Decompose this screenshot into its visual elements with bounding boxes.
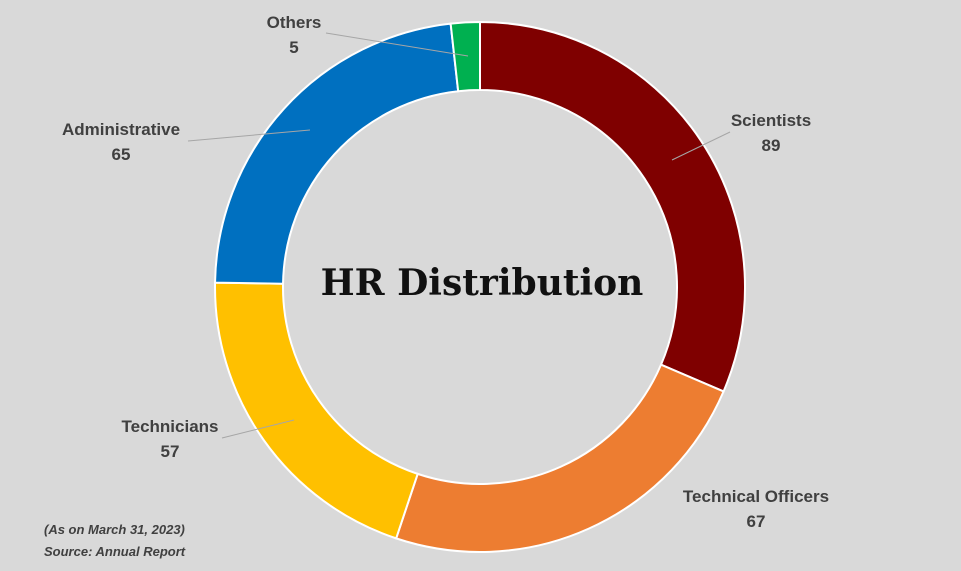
leader-line-administrative	[187, 129, 311, 142]
label-category-technicians: Technicians	[122, 417, 219, 436]
slice-scientists	[479, 20, 747, 393]
label-value-technicians: 57	[161, 442, 180, 461]
leader-line-technicians	[221, 419, 295, 439]
label-value-administrative: 65	[112, 145, 131, 164]
label-category-technical-officers: Technical Officers	[683, 487, 829, 506]
label-category-scientists: Scientists	[731, 111, 811, 130]
data-labels: Scientists 89 Technical Officers 67 Technici…	[62, 13, 829, 531]
donut-slices	[214, 20, 747, 553]
label-value-technical-officers: 67	[747, 512, 766, 531]
label-category-others: Others	[267, 13, 322, 32]
leader-line-scientists	[671, 131, 731, 161]
label-category-administrative: Administrative	[62, 120, 180, 139]
label-value-scientists: 89	[762, 136, 781, 155]
footnote-source: Source: Annual Report	[44, 544, 186, 559]
footnote-date: (As on March 31, 2023)	[44, 522, 185, 537]
slice-technicians	[214, 281, 419, 540]
slice-technical-officers	[394, 363, 725, 553]
label-value-others: 5	[289, 38, 298, 57]
slice-others	[449, 20, 481, 93]
leader-line-others	[325, 32, 469, 57]
chart-title: HR Distribution	[321, 262, 644, 304]
slice-administrative	[214, 22, 460, 285]
leader-lines	[187, 32, 731, 439]
